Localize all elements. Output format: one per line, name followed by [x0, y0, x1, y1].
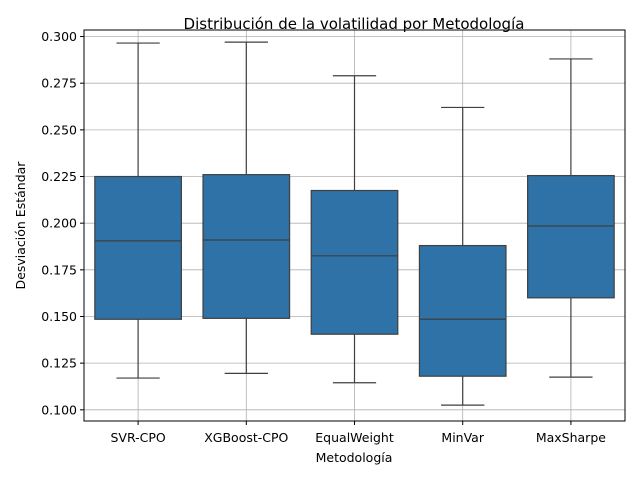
interquartile-box: [94, 175, 182, 320]
y-tick-label: 0.100: [41, 402, 77, 417]
box-svr-cpo: [94, 42, 182, 379]
x-tick-label: MaxSharpe: [536, 430, 606, 445]
box-equalweight: [310, 75, 399, 384]
y-tick-label: 0.250: [41, 122, 77, 137]
x-tick-label: XGBoost-CPO: [204, 430, 288, 445]
chart-title: Distribución de la volatilidad por Metod…: [184, 15, 525, 33]
y-ticks: 0.100 0.125 0.150 0.175 0.200 0.225 0.250 0.275…: [41, 29, 84, 417]
interquartile-box: [418, 244, 507, 377]
x-tick-label: MinVar: [441, 430, 484, 445]
x-tick-label: EqualWeight: [315, 430, 394, 445]
boxes: [94, 41, 615, 406]
box-xgboost-cpo: [202, 41, 291, 375]
y-tick-label: 0.300: [41, 29, 77, 44]
interquartile-box: [310, 189, 399, 335]
y-tick-label: 0.225: [41, 169, 77, 184]
y-axis-label: Desviación Estándar: [13, 161, 28, 290]
y-tick-label: 0.125: [41, 356, 77, 371]
box-maxsharpe: [527, 58, 615, 378]
x-tick-label: SVR-CPO: [110, 430, 165, 445]
y-tick-label: 0.200: [41, 216, 77, 231]
y-tick-label: 0.275: [41, 76, 77, 91]
x-axis-label: Metodología: [316, 450, 393, 465]
interquartile-box: [202, 174, 291, 319]
y-tick-label: 0.150: [41, 309, 77, 324]
y-tick-label: 0.175: [41, 262, 77, 277]
x-ticks: SVR-CPO XGBoost-CPO EqualWeight MinVar MaxSh…: [110, 421, 606, 445]
interquartile-box: [527, 174, 615, 299]
box-minvar: [418, 106, 507, 406]
